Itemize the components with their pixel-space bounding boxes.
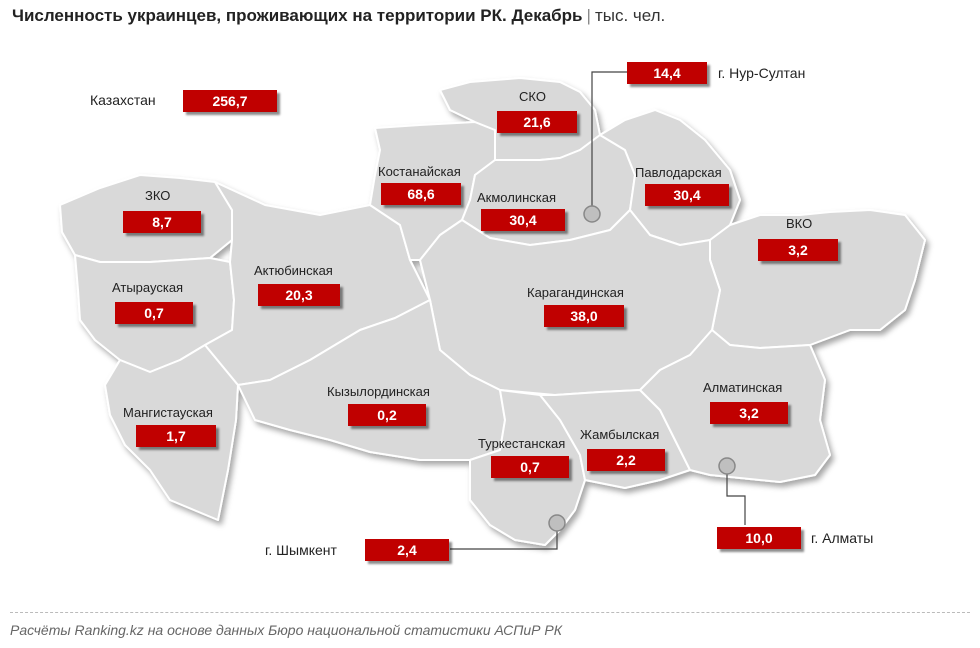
atyrau-value: 0,7 <box>115 302 193 324</box>
region-vko <box>709 209 926 349</box>
nur-sultan-label: г. Нур-Султан <box>718 65 806 81</box>
pavlodar-value: 30,4 <box>645 184 729 206</box>
shymkent-label: г. Шымкент <box>265 542 337 558</box>
turkestan-value: 0,7 <box>491 456 569 478</box>
source-footer: Расчёты Ranking.kz на основе данных Бюро… <box>10 622 562 638</box>
zhambyl-value: 2,2 <box>587 449 665 471</box>
page-title: Численность украинцев, проживающих на те… <box>12 6 665 26</box>
footer-divider <box>10 612 970 613</box>
sko-label: СКО <box>519 89 546 104</box>
almaty-region-value: 3,2 <box>710 402 788 424</box>
vko-value: 3,2 <box>758 239 838 261</box>
shymkent-marker <box>548 514 566 532</box>
almaty-city-label: г. Алматы <box>811 530 874 546</box>
title-main: Численность украинцев, проживающих на те… <box>12 6 583 25</box>
mangistau-value: 1,7 <box>136 425 216 447</box>
shymkent-value: 2,4 <box>365 539 449 561</box>
nur-sultan-marker <box>583 205 601 223</box>
zko-label: ЗКО <box>145 188 171 203</box>
karaganda-value: 38,0 <box>544 305 624 327</box>
title-unit: тыс. чел. <box>594 6 666 25</box>
zko-value: 8,7 <box>123 211 201 233</box>
kostanay-label: Костанайская <box>378 164 461 179</box>
total-value: 256,7 <box>183 90 277 112</box>
almaty-leader-line <box>726 466 746 525</box>
title-separator: | <box>586 6 591 25</box>
total-label: Казахстан <box>90 92 156 108</box>
almaty-region-label: Алматинская <box>703 380 783 395</box>
karaganda-label: Карагандинская <box>527 285 624 300</box>
aktobe-value: 20,3 <box>258 284 340 306</box>
akmola-value: 30,4 <box>481 209 565 231</box>
almaty-marker <box>718 457 736 475</box>
akmola-label: Акмолинская <box>477 190 557 205</box>
pavlodar-label: Павлодарская <box>635 165 722 180</box>
kostanay-value: 68,6 <box>381 183 461 205</box>
almaty-city-value: 10,0 <box>717 527 801 549</box>
nur-sultan-leader-line <box>591 71 627 214</box>
sko-value: 21,6 <box>497 111 577 133</box>
atyrau-label: Атырауская <box>112 280 184 295</box>
nur-sultan-value: 14,4 <box>627 62 707 84</box>
turkestan-label: Туркестанская <box>478 436 566 451</box>
kyzylorda-value: 0,2 <box>348 404 426 426</box>
vko-label: ВКО <box>786 216 813 231</box>
kyzylorda-label: Кызылординская <box>327 384 430 399</box>
aktobe-label: Актюбинская <box>254 263 333 278</box>
zhambyl-label: Жамбылская <box>580 427 660 442</box>
mangistau-label: Мангистауская <box>123 405 213 420</box>
